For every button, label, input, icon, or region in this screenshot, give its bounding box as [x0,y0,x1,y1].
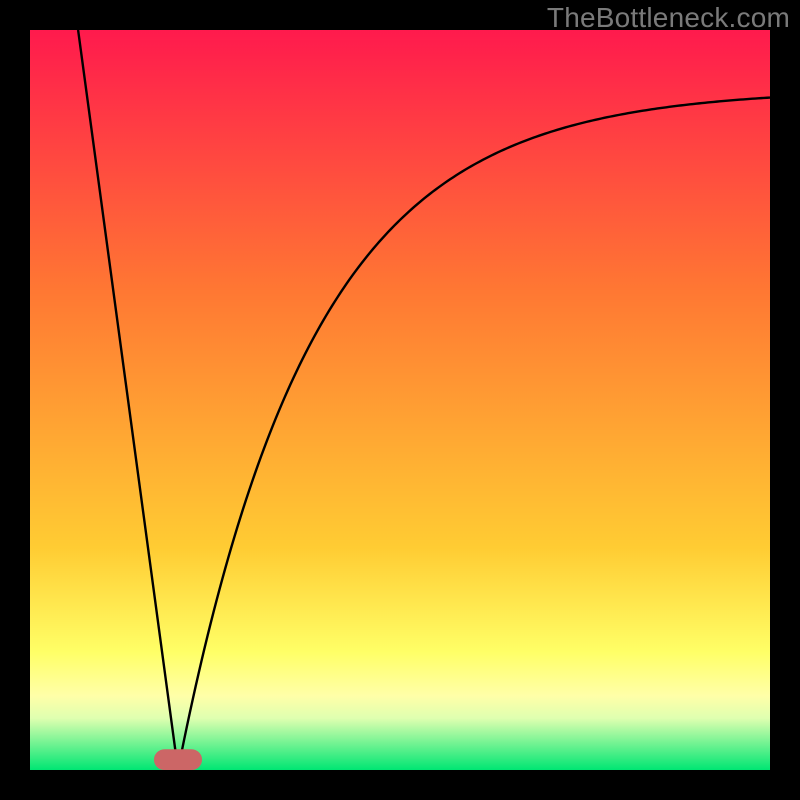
optimal-marker [154,749,202,770]
watermark-text: TheBottleneck.com [547,2,790,34]
chart-svg [0,0,800,800]
chart-container: TheBottleneck.com [0,0,800,800]
plot-background [30,30,770,770]
